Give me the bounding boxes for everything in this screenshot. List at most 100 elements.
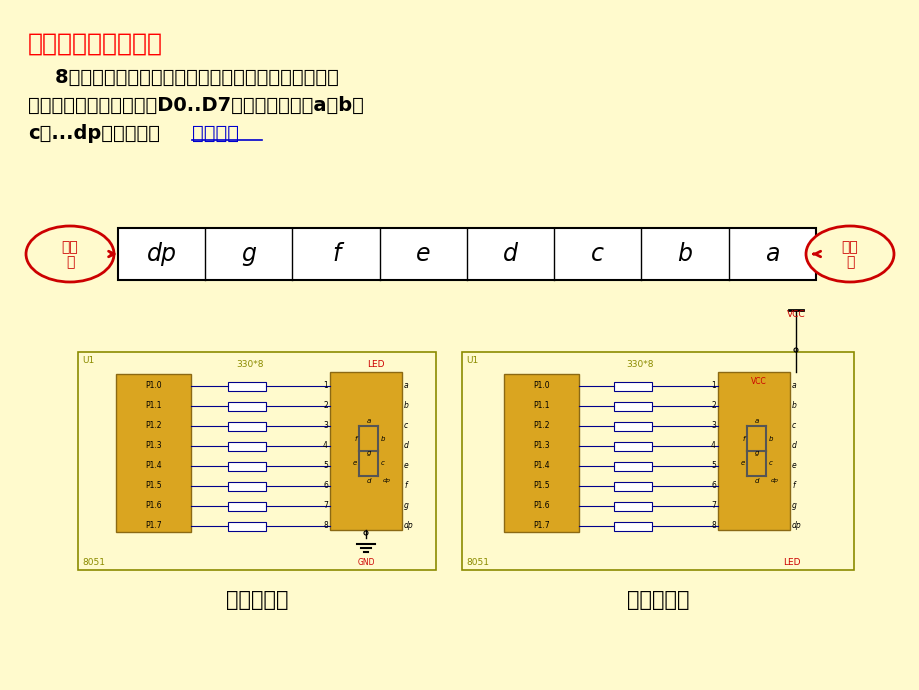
Text: 如图所示: 如图所示: [192, 124, 239, 143]
Text: c: c: [380, 460, 384, 466]
Text: e: e: [403, 462, 408, 471]
Text: dp: dp: [146, 242, 176, 266]
Text: 6: 6: [710, 482, 715, 491]
Text: U1: U1: [82, 356, 94, 365]
FancyBboxPatch shape: [613, 462, 652, 471]
FancyBboxPatch shape: [330, 372, 402, 530]
Text: 3: 3: [710, 422, 715, 431]
FancyBboxPatch shape: [613, 522, 652, 531]
Text: 位: 位: [845, 255, 853, 269]
Text: dp: dp: [403, 522, 414, 531]
Text: b: b: [768, 436, 773, 442]
Text: 2: 2: [710, 402, 715, 411]
Text: P1.0: P1.0: [533, 382, 550, 391]
Text: 1: 1: [323, 382, 328, 391]
Text: c: c: [791, 422, 795, 431]
Text: 5: 5: [323, 462, 328, 471]
Text: a: a: [403, 382, 408, 391]
Text: f: f: [742, 436, 744, 442]
Text: e: e: [352, 460, 357, 466]
Text: g: g: [241, 242, 256, 266]
Ellipse shape: [26, 226, 114, 282]
Ellipse shape: [805, 226, 893, 282]
Text: b: b: [380, 436, 385, 442]
FancyBboxPatch shape: [228, 502, 266, 511]
FancyBboxPatch shape: [118, 228, 815, 280]
FancyBboxPatch shape: [78, 352, 436, 570]
Text: dp: dp: [770, 478, 778, 483]
Text: P1.3: P1.3: [533, 442, 550, 451]
Text: 最高: 最高: [62, 240, 78, 254]
FancyBboxPatch shape: [228, 402, 266, 411]
Text: 位: 位: [66, 255, 74, 269]
Text: 2: 2: [323, 402, 328, 411]
FancyBboxPatch shape: [504, 374, 578, 532]
Text: g: g: [791, 502, 796, 511]
Text: P1.6: P1.6: [145, 502, 162, 511]
Text: b: b: [403, 402, 408, 411]
Text: P1.2: P1.2: [145, 422, 162, 431]
Text: a: a: [367, 418, 370, 424]
Text: P1.0: P1.0: [145, 382, 162, 391]
Text: g: g: [403, 502, 408, 511]
FancyBboxPatch shape: [228, 462, 266, 471]
Text: a: a: [765, 242, 778, 266]
Text: P1.5: P1.5: [145, 482, 162, 491]
Text: 330*8: 330*8: [626, 360, 653, 369]
Text: f: f: [791, 482, 794, 491]
Text: d: d: [367, 478, 371, 484]
FancyBboxPatch shape: [228, 442, 266, 451]
Text: P1.6: P1.6: [533, 502, 550, 511]
Text: a: a: [791, 382, 796, 391]
Text: 编码需单片机数据总线的D0..D7分别和数码管的a、b、: 编码需单片机数据总线的D0..D7分别和数码管的a、b、: [28, 96, 364, 115]
Text: LED: LED: [367, 360, 384, 369]
FancyBboxPatch shape: [228, 422, 266, 431]
FancyBboxPatch shape: [461, 352, 853, 570]
FancyBboxPatch shape: [228, 382, 266, 391]
FancyBboxPatch shape: [613, 502, 652, 511]
FancyBboxPatch shape: [613, 442, 652, 451]
Text: 6: 6: [323, 482, 328, 491]
Text: b: b: [677, 242, 692, 266]
Text: 8: 8: [323, 522, 328, 531]
FancyBboxPatch shape: [613, 482, 652, 491]
Text: P1.7: P1.7: [533, 522, 550, 531]
Text: P1.1: P1.1: [533, 402, 550, 411]
Text: 共阳数码管: 共阳数码管: [626, 590, 688, 610]
Text: c: c: [768, 460, 772, 466]
Text: e: e: [740, 460, 744, 466]
Text: d: d: [403, 442, 408, 451]
FancyBboxPatch shape: [228, 482, 266, 491]
FancyBboxPatch shape: [116, 374, 191, 532]
Text: P1.7: P1.7: [145, 522, 162, 531]
Text: P1.4: P1.4: [145, 462, 162, 471]
Text: f: f: [332, 242, 340, 266]
Text: dp: dp: [382, 478, 391, 483]
Text: d: d: [754, 478, 758, 484]
Text: g: g: [754, 450, 758, 456]
Text: 3: 3: [323, 422, 328, 431]
Text: VCC: VCC: [750, 377, 766, 386]
Text: P1.2: P1.2: [533, 422, 550, 431]
Text: 最低: 最低: [841, 240, 857, 254]
Text: P1.3: P1.3: [145, 442, 162, 451]
Text: 8051: 8051: [466, 558, 489, 567]
Text: 共阴数码管: 共阴数码管: [225, 590, 288, 610]
Text: a: a: [754, 418, 758, 424]
FancyBboxPatch shape: [613, 402, 652, 411]
Text: 8: 8: [710, 522, 715, 531]
Text: g: g: [367, 450, 371, 456]
Text: e: e: [791, 462, 796, 471]
Text: e: e: [415, 242, 430, 266]
Text: f: f: [403, 482, 406, 491]
Text: LED: LED: [782, 558, 800, 567]
Text: c、...dp对应相连。: c、...dp对应相连。: [28, 124, 160, 143]
Text: P1.4: P1.4: [533, 462, 550, 471]
Text: c: c: [403, 422, 408, 431]
Text: GND: GND: [357, 558, 374, 567]
Text: 4: 4: [323, 442, 328, 451]
Text: 5: 5: [710, 462, 715, 471]
Text: d: d: [791, 442, 796, 451]
FancyBboxPatch shape: [228, 522, 266, 531]
Text: 7: 7: [710, 502, 715, 511]
